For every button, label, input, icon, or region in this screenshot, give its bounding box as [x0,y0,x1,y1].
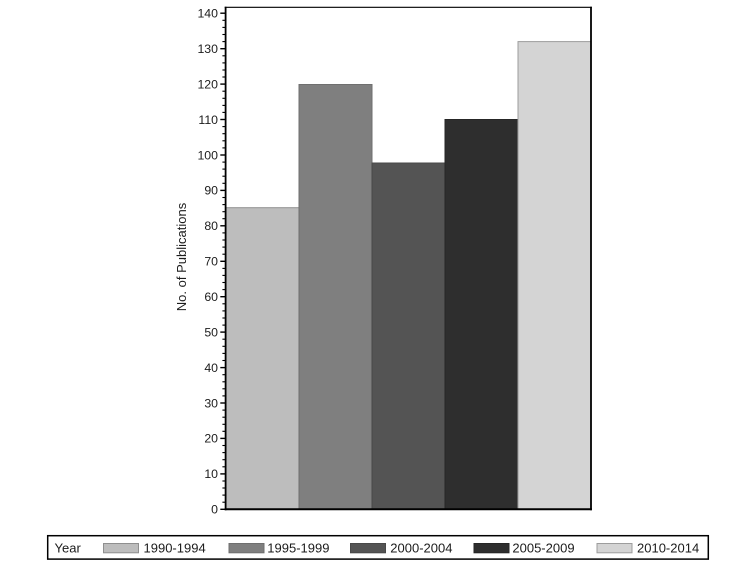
svg-text:1990-1994: 1990-1994 [144,541,206,556]
svg-text:110: 110 [198,113,218,127]
svg-text:40: 40 [204,361,218,375]
svg-text:2000-2004: 2000-2004 [390,541,452,556]
svg-text:2005-2009: 2005-2009 [512,541,574,556]
svg-text:100: 100 [197,148,218,162]
svg-text:10: 10 [204,467,218,481]
svg-text:60: 60 [204,290,218,304]
svg-text:70: 70 [204,255,218,269]
svg-text:80: 80 [204,219,218,233]
svg-text:0: 0 [211,503,218,517]
svg-text:50: 50 [204,325,218,339]
svg-text:140: 140 [197,7,218,21]
svg-text:120: 120 [197,77,218,91]
svg-text:130: 130 [197,42,218,56]
svg-text:No. of Publications: No. of Publications [174,202,189,311]
svg-text:Year: Year [55,541,82,556]
svg-text:20: 20 [204,432,218,446]
svg-text:1995-1999: 1995-1999 [267,541,329,556]
svg-text:90: 90 [204,184,218,198]
svg-text:2010-2014: 2010-2014 [637,541,699,556]
svg-text:30: 30 [204,396,218,410]
